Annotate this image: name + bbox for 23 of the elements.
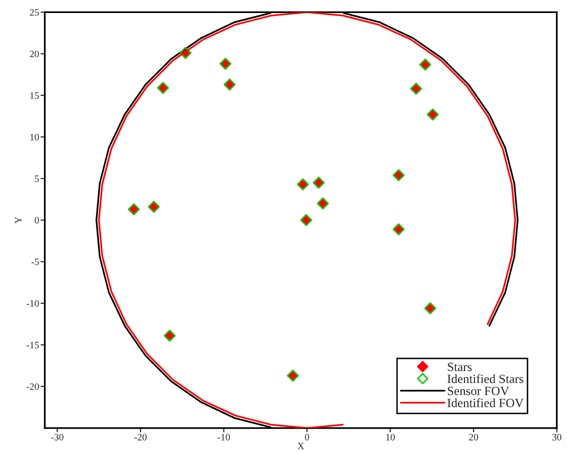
x-tick-label: 10	[386, 434, 395, 440]
y-tick-label: -20	[26, 383, 39, 390]
y-tick-label: 15	[30, 92, 39, 99]
y-tick-label: -5	[32, 258, 39, 266]
legend-label: Identified Stars	[447, 374, 524, 384]
x-tick-label: 30	[552, 434, 562, 440]
y-tick-label: -15	[26, 342, 39, 348]
legend-label: Sensor FOV	[448, 386, 510, 396]
x-tick-label: -20	[134, 434, 147, 440]
x-tick-label: -10	[218, 434, 230, 440]
y-tick-label: -10	[26, 300, 39, 307]
y-tick-label: 5	[34, 176, 39, 182]
x-tick-label: 20	[469, 434, 478, 440]
y-axis-title: Y	[15, 216, 22, 224]
x-axis-title: X	[297, 442, 304, 450]
y-tick-label: 0	[34, 217, 39, 224]
legend-label: Stars	[448, 362, 472, 372]
x-tick-label: -30	[51, 434, 64, 440]
y-tick-label: 20	[30, 50, 39, 58]
y-tick-label: 25	[30, 9, 39, 16]
legend-label: Identified FOV	[447, 398, 524, 408]
y-tick-label: 10	[30, 134, 39, 140]
x-tick-label: 0	[304, 434, 310, 440]
